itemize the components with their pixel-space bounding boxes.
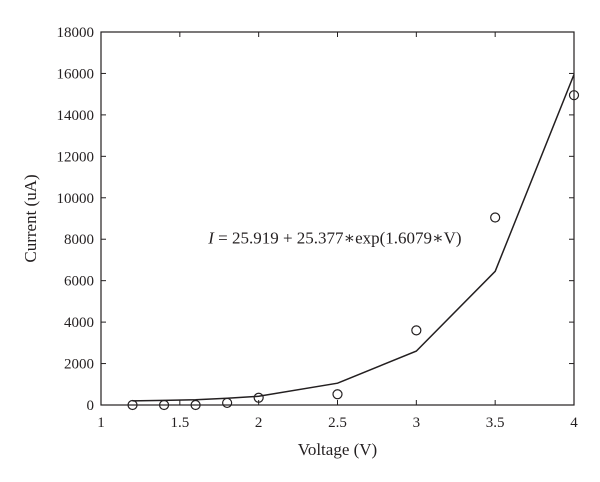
x-tick-label: 2.5 <box>328 415 347 431</box>
data-point <box>568 90 580 101</box>
data-point <box>411 325 422 336</box>
y-tick-label: 4000 <box>64 315 94 331</box>
x-tick-label: 2 <box>255 415 263 431</box>
axis-ticks: 1 1.5 2 2.5 3 3.5 4 0 2000 4000 6000 8000 10000 12000… <box>57 25 579 431</box>
y-tick-label: 16000 <box>57 66 95 82</box>
data-point <box>332 389 343 400</box>
x-tick-label: 1 <box>97 415 105 431</box>
data-point <box>127 399 138 411</box>
plot-frame <box>100 31 575 406</box>
data-point <box>190 399 201 411</box>
y-tick-label: 10000 <box>57 191 95 207</box>
y-tick-label: 18000 <box>57 25 95 41</box>
y-tick-label: 0 <box>87 398 95 414</box>
y-tick-label: 2000 <box>64 357 94 373</box>
x-tick-label: 3 <box>413 415 421 431</box>
data-point <box>158 399 170 411</box>
x-tick-label: 1.5 <box>170 415 189 431</box>
x-axis-label: Voltage (V) <box>298 440 377 459</box>
plot-area-border <box>100 31 575 406</box>
fit-equation-text: = 25.919 + 25.377∗exp(1.6079∗V) <box>214 228 462 247</box>
x-tick-label: 3.5 <box>486 415 505 431</box>
y-tick-label: 14000 <box>57 108 95 124</box>
data-points <box>127 90 580 411</box>
fit-line <box>132 74 575 402</box>
x-tick-label: 4 <box>570 415 578 431</box>
y-tick-label: 8000 <box>64 232 94 248</box>
y-tick-label: 6000 <box>64 274 94 290</box>
y-axis-label: Current (uA) <box>21 174 40 262</box>
fit-line-group <box>132 74 575 402</box>
data-point <box>253 392 264 403</box>
y-tick-label: 12000 <box>57 149 95 165</box>
fit-equation-variable: I <box>207 228 215 247</box>
data-point <box>490 212 501 223</box>
fit-equation: I = 25.919 + 25.377∗exp(1.6079∗V) <box>207 228 461 247</box>
data-point <box>222 397 233 409</box>
